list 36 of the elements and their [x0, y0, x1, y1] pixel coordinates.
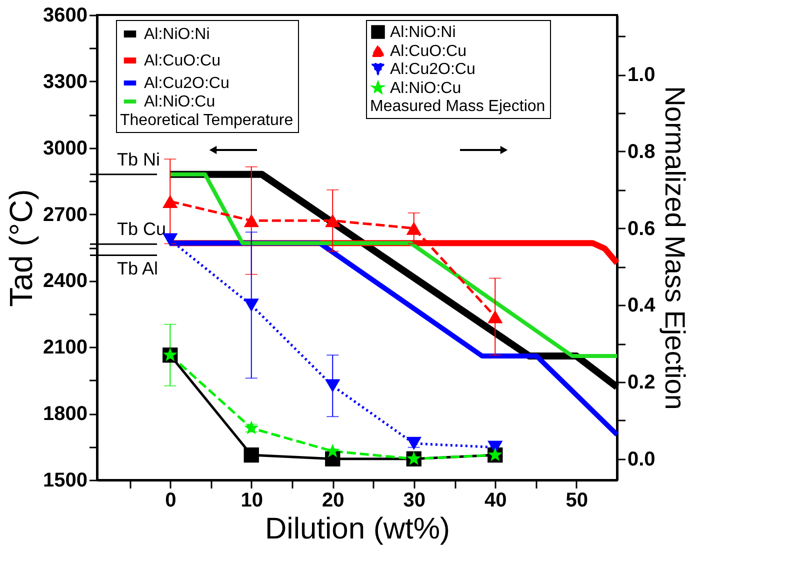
x-tick-label: 0 — [165, 490, 176, 512]
y2-tick-label: 0.6 — [628, 218, 656, 240]
y2-tick-label: 0.2 — [628, 372, 656, 394]
ref-line-label: Tb Ni — [117, 149, 160, 170]
x-tick-label: 40 — [484, 490, 507, 512]
y-tick-label: 3300 — [43, 70, 88, 93]
y2-tick-label: 1.0 — [628, 64, 656, 86]
x-axis-title: Dilution (wt%) — [264, 512, 450, 546]
y2-tick-label: 0.4 — [628, 294, 656, 317]
ref-line-label: Tb Al — [117, 258, 158, 278]
x-tick-label: 30 — [403, 490, 426, 512]
y-tick-label: 1800 — [43, 403, 88, 426]
legend-label: Al:CuO:Cu — [144, 52, 220, 70]
y2-tick-label: 0.0 — [628, 448, 656, 470]
x-tick-label: 20 — [322, 490, 344, 512]
y-tick-label: 3000 — [43, 137, 88, 160]
annotation: Theoretical Temperature — [120, 112, 294, 129]
y-tick-label: 2400 — [43, 270, 88, 292]
legend-label: Al:Cu2O:Cu — [390, 61, 476, 78]
y-tick-label: 2100 — [43, 336, 88, 359]
y-tick-label: 3600 — [43, 4, 88, 26]
x-tick-label: 50 — [566, 490, 588, 512]
legend-label: Al:NiO:Ni — [390, 24, 456, 41]
y-tick-label: 1500 — [43, 470, 88, 492]
legend-label: Al:NiO:Cu — [390, 80, 462, 97]
y-axis-title: Tad (°C) — [3, 189, 40, 307]
y2-axis-title: Normalized Mass Ejection — [659, 86, 690, 410]
x-tick-label: 10 — [240, 490, 263, 512]
annotation: Measured Mass Ejection — [370, 98, 546, 115]
legend-label: Al:Cu2O:Cu — [144, 75, 230, 92]
y2-tick-label: 0.8 — [628, 140, 656, 163]
legend-label: Al:NiO:Ni — [144, 26, 210, 43]
legend-label: Al:CuO:Cu — [390, 43, 466, 60]
y-tick-label: 2700 — [43, 204, 88, 226]
ref-line-label: Tb Cu — [117, 219, 166, 240]
legend-label: Al:NiO:Cu — [144, 94, 216, 110]
